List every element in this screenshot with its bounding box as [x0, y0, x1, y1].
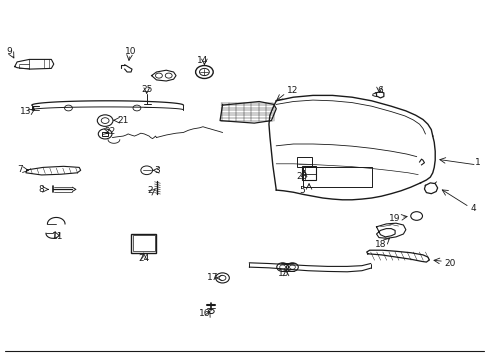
Text: 9: 9 — [6, 47, 12, 56]
Bar — [297, 157, 311, 167]
Text: 7: 7 — [18, 165, 23, 174]
Text: 19: 19 — [388, 215, 400, 223]
Text: 17: 17 — [206, 274, 218, 282]
Text: 16: 16 — [198, 310, 210, 319]
Text: 4: 4 — [469, 204, 475, 213]
Text: 22: 22 — [104, 127, 116, 136]
Text: 23: 23 — [296, 172, 307, 181]
Text: 10: 10 — [125, 47, 137, 56]
Text: 12: 12 — [286, 86, 298, 95]
Text: 18: 18 — [374, 240, 386, 248]
Text: 25: 25 — [141, 85, 152, 94]
Text: 21: 21 — [117, 116, 129, 125]
Text: 6: 6 — [377, 86, 383, 95]
Text: 24: 24 — [138, 254, 149, 263]
Text: 1: 1 — [474, 158, 480, 167]
Text: 20: 20 — [443, 259, 455, 268]
Text: 2: 2 — [147, 186, 153, 195]
Text: 14: 14 — [197, 56, 208, 65]
Bar — [133, 235, 154, 251]
Bar — [102, 132, 108, 136]
Text: 13: 13 — [20, 107, 31, 116]
Text: 15: 15 — [277, 269, 289, 278]
Text: 11: 11 — [52, 233, 63, 242]
Bar — [131, 234, 156, 253]
Text: 8: 8 — [39, 185, 44, 194]
Bar — [302, 166, 315, 180]
Text: 3: 3 — [154, 166, 160, 175]
Text: 5: 5 — [299, 186, 305, 195]
